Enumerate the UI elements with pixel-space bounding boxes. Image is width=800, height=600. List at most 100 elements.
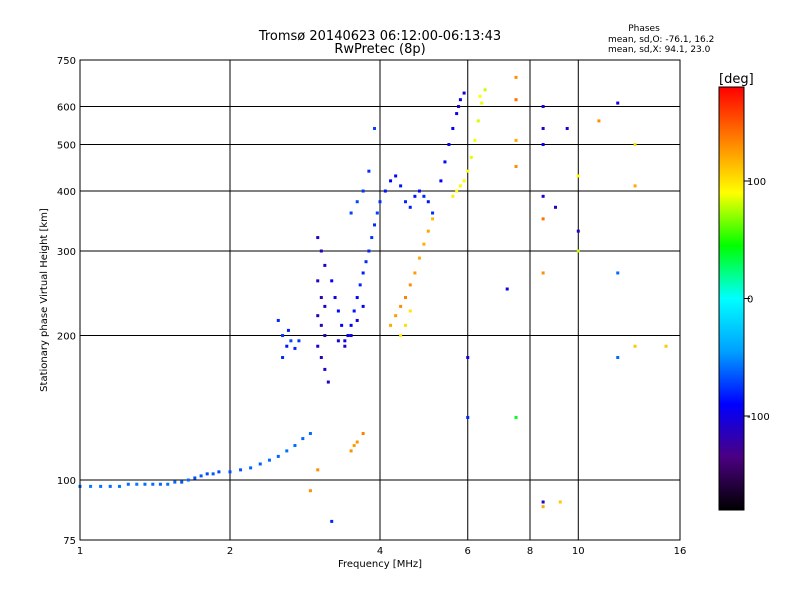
data-point [633,143,637,147]
data-point [455,189,459,193]
data-point [514,138,518,142]
data-point [361,304,365,308]
data-point [541,505,545,509]
y-tick-label: 600 [57,103,76,114]
data-point [478,94,482,98]
data-point [597,119,601,123]
data-point [126,482,130,486]
data-point [633,344,637,348]
grid [80,60,680,540]
y-axis-label: Stationary phase Virtual Height [km] [39,208,50,392]
data-point [403,200,407,204]
data-point [228,470,232,474]
data-point [469,155,473,159]
phase-stats-x: mean, sd,X: 94.1, 23.0 [608,45,711,55]
colorbar-tick-label: -100 [747,412,770,423]
data-point [664,344,668,348]
data-point [151,482,155,486]
series-scattered [308,75,668,523]
data-point [355,440,359,444]
x-tick-label: 16 [674,546,687,557]
data-point [399,304,403,308]
data-point [361,432,365,436]
data-point [364,260,368,264]
data-point [389,179,393,183]
data-point [541,500,545,504]
x-tick-label: 8 [527,546,533,557]
data-point [340,323,344,327]
data-point [541,143,545,147]
data-point [99,484,103,488]
data-point [458,184,462,188]
data-point [319,249,323,253]
x-tick-label: 1 [77,546,83,557]
data-point [333,296,337,300]
data-point [541,105,545,109]
data-point [323,304,327,308]
y-tick-label: 300 [57,247,76,258]
y-tick-label: 100 [57,476,76,487]
x-tick-label: 10 [572,546,585,557]
data-point [316,236,320,240]
data-point [330,519,334,523]
data-point [211,472,215,476]
data-point [399,334,403,338]
data-point [186,478,190,482]
data-point [439,179,443,183]
data-point [330,279,334,283]
colorbar-tick-label: 100 [747,177,766,188]
data-point [458,98,462,102]
data-point [403,323,407,327]
data-point [143,482,147,486]
data-point [451,126,455,130]
data-point [514,415,518,419]
data-point [553,205,557,209]
plot-frame [79,59,681,541]
data-point [293,444,297,448]
data-point [217,470,221,474]
data-point [541,126,545,130]
data-point [276,454,280,458]
data-point [267,458,271,462]
data-point [399,184,403,188]
data-point [326,380,330,384]
data-point [316,279,320,283]
data-point [370,236,374,240]
data-point [443,160,447,164]
data-point [422,194,426,198]
data-point [565,126,569,130]
data-point [373,223,377,227]
data-point [417,256,421,260]
data-point [413,271,417,275]
data-point [413,194,417,198]
data-point [173,480,177,484]
data-point [426,200,430,204]
data-point [276,318,280,322]
data-point [180,480,184,484]
data-point [576,249,580,253]
colorbar: [deg] 100 0 -100 [718,72,770,511]
data-point [451,194,455,198]
data-point [375,211,379,215]
data-point [286,328,290,332]
data-point [205,472,209,476]
data-point [323,334,327,338]
data-point [355,318,359,322]
data-point [323,367,327,371]
data-point [431,211,435,215]
data-point [462,179,466,183]
data-point [367,249,371,253]
y-axis-ticks: 75 100 200 300 400 500 600 750 [57,56,76,547]
data-point [378,200,382,204]
colorbar-label: [deg] [719,72,754,87]
data-point [576,229,580,233]
data-point [417,189,421,193]
data-point [541,271,545,275]
data-point [319,296,323,300]
x-axis-label: Frequency [MHz] [338,559,422,570]
data-point [108,484,112,488]
data-point [349,323,353,327]
data-point [336,339,340,343]
data-point [576,174,580,178]
data-point [352,444,356,448]
